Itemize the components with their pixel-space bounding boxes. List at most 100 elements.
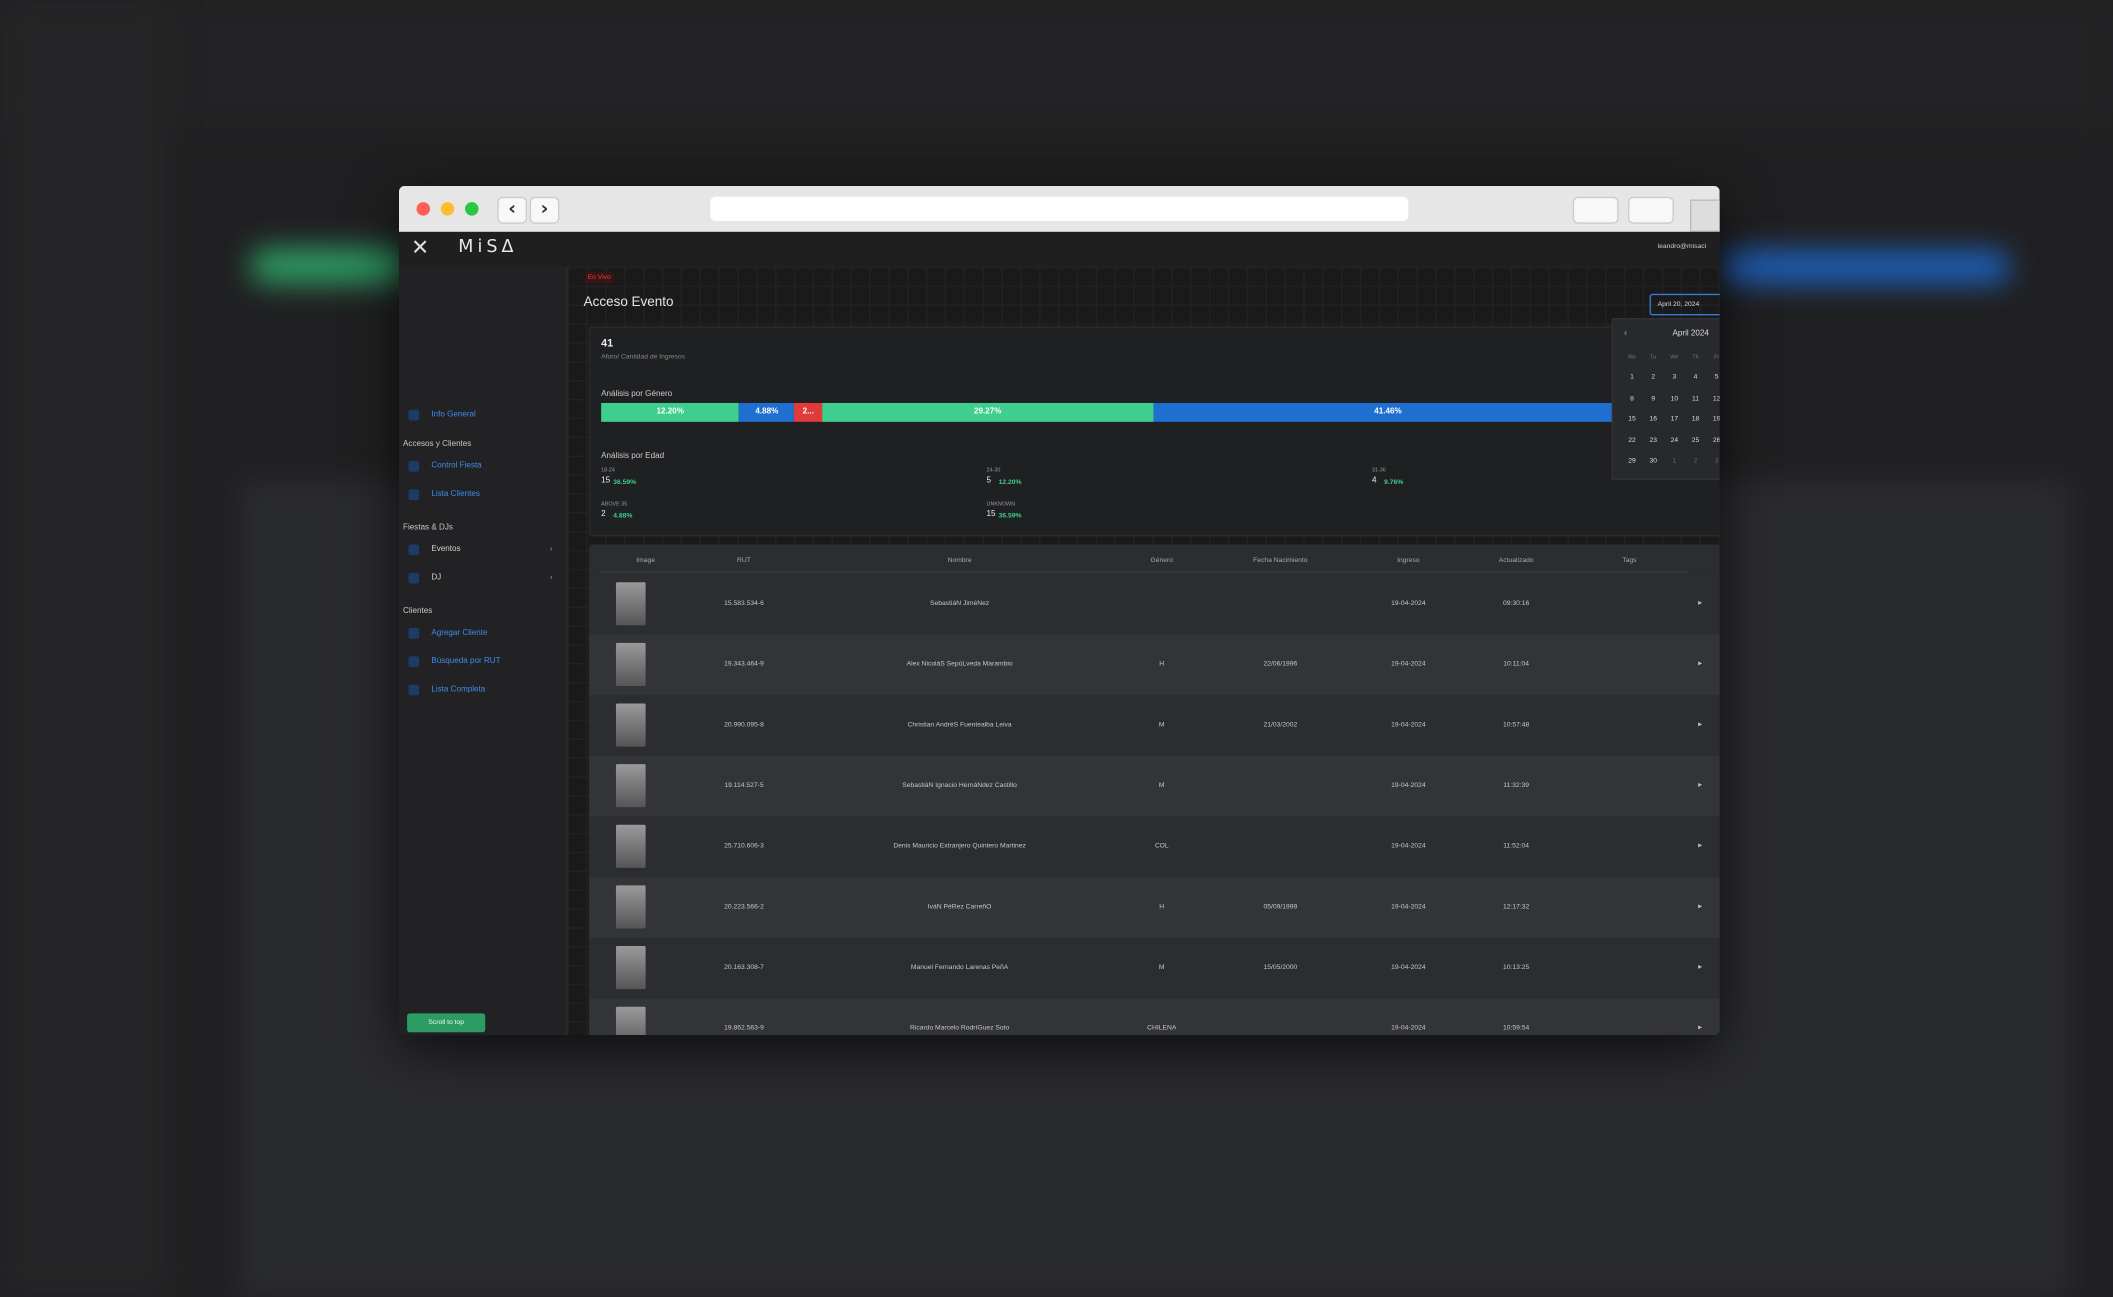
- table-cell: SebastiáN Ignacio HernáNdez Castillo: [902, 781, 1017, 790]
- nav-item[interactable]: Búsqueda por RUT: [431, 657, 501, 666]
- age-count: 15: [986, 510, 996, 519]
- age-percent: 36.59%: [998, 512, 1022, 521]
- calendar-day[interactable]: 9: [1651, 394, 1656, 403]
- calendar-day[interactable]: 24: [1670, 435, 1679, 445]
- table-cell: M: [1158, 781, 1165, 790]
- age-count: 4: [1371, 477, 1377, 486]
- table-row[interactable]: 25.710.606-3 Denis Mauricio Extranjero Qu…: [589, 816, 1720, 878]
- nav-icon: [408, 489, 420, 500]
- nav-button[interactable]: ‹: [497, 196, 528, 224]
- nav-icon: [408, 544, 420, 556]
- age-range: ABOVE 35: [601, 499, 628, 507]
- app-header: ✕ MiSΔ leandro@misacl: [399, 231, 1720, 269]
- avatar: [615, 1006, 646, 1035]
- calendar-day[interactable]: 3: [1672, 373, 1677, 382]
- row-chevron[interactable]: ▸: [1698, 599, 1703, 608]
- table-cell: 09:30:16: [1503, 599, 1530, 608]
- calendar-day[interactable]: 16: [1649, 415, 1657, 424]
- nav-item[interactable]: Info General: [431, 411, 476, 420]
- calendar-day[interactable]: 26: [1712, 435, 1720, 445]
- date-picker[interactable]: April 20, 2024: [1649, 293, 1720, 316]
- calendar-day[interactable]: 19: [1712, 415, 1720, 424]
- nav-item[interactable]: Agregar Cliente: [431, 629, 488, 638]
- table-cell: SebastiáN JiméNez: [930, 599, 990, 608]
- nav-item[interactable]: Eventos: [431, 545, 461, 554]
- table-cell: Denis Mauricio Extranjero Quintero Marti…: [893, 842, 1026, 851]
- table-cell: 19-04-2024: [1391, 963, 1426, 972]
- new-tab-button[interactable]: [1690, 199, 1720, 232]
- share-button[interactable]: [1572, 196, 1619, 224]
- calendar-day[interactable]: 1: [1630, 373, 1634, 382]
- table-cell: 20.163.308-7: [724, 963, 764, 972]
- calendar-day[interactable]: 23: [1649, 435, 1657, 445]
- calendar-day[interactable]: 1: [1672, 456, 1677, 465]
- column-header: Fecha Nacimiento: [1253, 556, 1308, 565]
- nav-icon: [408, 409, 420, 421]
- calendar-day[interactable]: 12: [1712, 394, 1720, 403]
- calendar-day[interactable]: 8: [1630, 394, 1634, 403]
- nav-icon: [408, 460, 420, 472]
- scroll-top-button[interactable]: Scroll to top: [407, 1013, 486, 1033]
- table-row[interactable]: 19.862.563-9 Ricardo Marcelo RodríGuez So…: [589, 998, 1720, 1035]
- table-row[interactable]: 20.163.308-7 Manuel Fernando Larenas PeñA…: [589, 937, 1720, 999]
- nav-item[interactable]: Lista Clientes: [431, 490, 480, 499]
- row-chevron[interactable]: ▸: [1698, 1024, 1703, 1033]
- row-chevron[interactable]: ▸: [1698, 902, 1703, 912]
- table-cell: 19.862.563-9: [724, 1024, 764, 1033]
- calendar-day[interactable]: 17: [1670, 415, 1679, 424]
- table-row[interactable]: 20.223.566-2 IváN PéRez CarreñO H 05/09/199…: [589, 877, 1720, 938]
- table-cell: 19-04-2024: [1391, 781, 1426, 790]
- table-cell: IváN PéRez CarreñO: [927, 902, 992, 912]
- calendar-day[interactable]: 3: [1714, 456, 1719, 465]
- avatar: [615, 824, 646, 868]
- calendar-day[interactable]: 25: [1691, 435, 1700, 445]
- calendar-day[interactable]: 30: [1649, 456, 1657, 465]
- row-chevron[interactable]: ▸: [1698, 842, 1703, 851]
- title-bar: ‹ ›: [399, 186, 1720, 234]
- calendar-day[interactable]: 11: [1692, 394, 1700, 403]
- age-percent: 12.20%: [998, 478, 1022, 487]
- nav-item[interactable]: Lista Completa: [431, 685, 486, 695]
- table-cell: 11:32:39: [1503, 781, 1530, 790]
- calendar-day[interactable]: 4: [1693, 373, 1698, 382]
- chevron: ›: [549, 574, 553, 583]
- prev-month[interactable]: ‹: [1623, 328, 1628, 339]
- table-cell: 21/03/2002: [1263, 720, 1298, 730]
- age-percent: 36.59%: [613, 478, 637, 487]
- window-control[interactable]: [440, 202, 455, 216]
- calendar-day[interactable]: 15: [1628, 415, 1636, 424]
- table-cell: 19.114.527-5: [724, 781, 764, 790]
- calendar-day[interactable]: 22: [1628, 435, 1636, 445]
- table-row[interactable]: 20.990.095-8 Christian AndréS Fuentealba …: [589, 695, 1720, 757]
- nav-button[interactable]: ›: [529, 196, 560, 224]
- window-control[interactable]: [465, 202, 479, 216]
- table-row[interactable]: 19.114.527-5 SebastiáN Ignacio HernáNdez …: [589, 756, 1720, 817]
- row-chevron[interactable]: ▸: [1698, 720, 1703, 730]
- weekday: We: [1670, 353, 1679, 360]
- calendar-day[interactable]: 5: [1714, 373, 1719, 382]
- tabs-button[interactable]: [1628, 196, 1674, 224]
- avatar: [615, 885, 646, 929]
- section-title: Clientes: [403, 607, 433, 616]
- close-icon[interactable]: ✕: [411, 234, 430, 261]
- address-bar[interactable]: [710, 196, 1409, 222]
- calendar-day[interactable]: 29: [1628, 456, 1636, 465]
- row-chevron[interactable]: ▸: [1698, 781, 1703, 790]
- calendar-day[interactable]: 2: [1693, 456, 1698, 465]
- window-control[interactable]: [416, 202, 430, 216]
- row-chevron[interactable]: ▸: [1698, 660, 1703, 669]
- gender-segment: 41.46%: [1153, 402, 1623, 422]
- table-cell: 19-04-2024: [1391, 1024, 1426, 1033]
- nav-item[interactable]: DJ: [431, 574, 442, 583]
- calendar-day[interactable]: 2: [1651, 373, 1656, 382]
- calendar-day[interactable]: 18: [1691, 415, 1700, 424]
- table-cell: 19-04-2024: [1391, 902, 1426, 912]
- table-cell: 25.710.606-3: [724, 842, 764, 851]
- table-row[interactable]: 19.343.464-9 Alex NicoláS SepúLveda Maram…: [589, 634, 1720, 696]
- row-chevron[interactable]: ▸: [1698, 963, 1703, 972]
- table-row[interactable]: 15.583.534-6 SebastiáN JiméNez 19-04-2024 0…: [589, 574, 1720, 635]
- table-cell: COL: [1154, 842, 1169, 851]
- calendar-day[interactable]: 10: [1670, 394, 1679, 403]
- table-cell: 19.343.464-9: [724, 660, 764, 669]
- nav-item[interactable]: Control Fiesta: [431, 462, 482, 471]
